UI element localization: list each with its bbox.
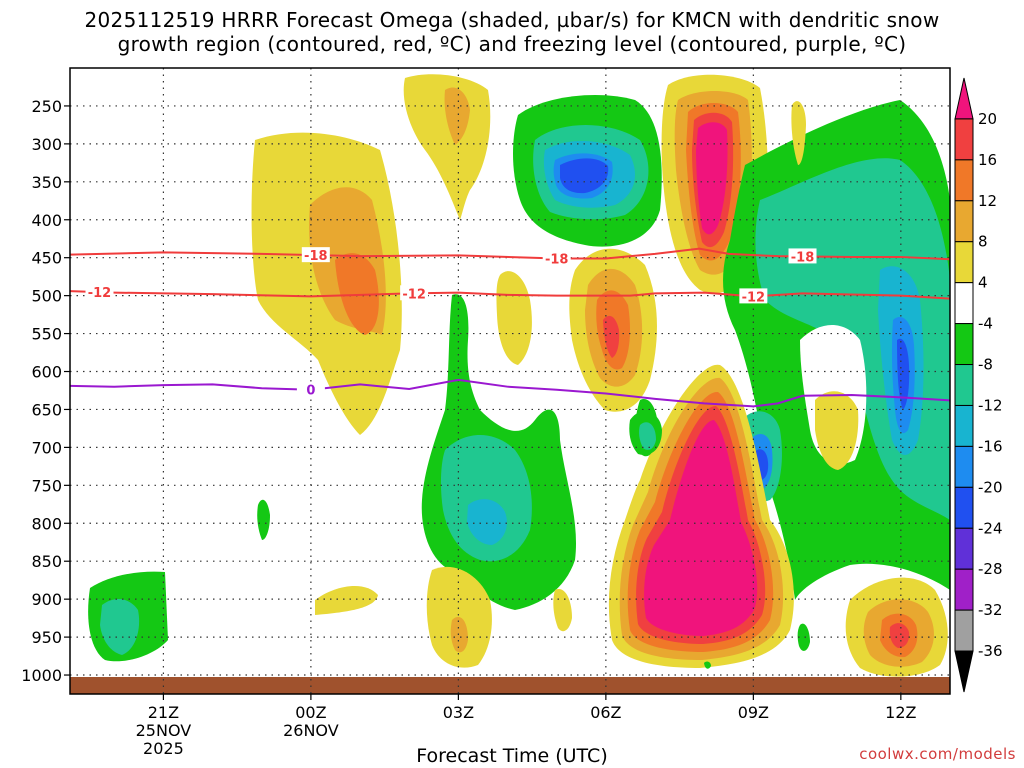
contour-label-bg [400, 285, 429, 301]
y-tick-label: 900 [31, 590, 62, 609]
colorbar-swatch [954, 527, 974, 570]
gridlines [70, 68, 950, 694]
x-tick-label: 12Z [885, 703, 916, 722]
colorbar-label: -24 [978, 519, 1003, 537]
colorbar-swatch [954, 282, 974, 325]
y-axis-ticks: 250 300 350 400 450 500 550 600 650 700 750 800 850 9… [21, 97, 70, 685]
contour-line [70, 247, 950, 261]
colorbar-swatch [954, 159, 974, 202]
colorbar-swatch [954, 486, 974, 529]
y-tick-label: 1000 [21, 666, 62, 685]
y-tick-label: 600 [31, 363, 62, 382]
colorbar-label: -16 [978, 437, 1003, 455]
x-tick-year: 2025 [143, 739, 184, 758]
y-tick-label: 950 [31, 628, 62, 647]
colorbar-label: -36 [978, 642, 1003, 660]
ground-surface [70, 677, 950, 694]
colorbar-label: 16 [978, 151, 997, 169]
y-tick-label: 650 [31, 400, 62, 419]
contour-line [70, 378, 950, 408]
plot-frame [69, 67, 951, 695]
contour-label-bg [85, 284, 114, 300]
colorbar-label: -4 [978, 315, 993, 333]
contour-label: -12 [88, 286, 112, 301]
colorbar-label: -12 [978, 396, 1003, 414]
colorbar-label: -32 [978, 601, 1003, 619]
colorbar-swatch [954, 568, 974, 611]
chart-title-line1: 2025112519 HRRR Forecast Omega (shaded, … [84, 8, 940, 32]
y-tick-label: 400 [31, 211, 62, 230]
colorbar-swatch [954, 364, 974, 406]
x-tick-label: 00Z [295, 703, 326, 722]
contour-label: 0 [306, 384, 315, 399]
y-tick-label: 700 [31, 438, 62, 457]
y-tick-label: 250 [31, 97, 62, 116]
contour-label: -18 [791, 250, 815, 265]
y-tick-label: 350 [31, 173, 62, 192]
colorbar-label: 20 [978, 110, 997, 128]
colorbar-label: -20 [978, 478, 1003, 496]
y-tick-label: 850 [31, 552, 62, 571]
colorbar-swatch [954, 445, 974, 488]
contour-label-bg [542, 250, 571, 266]
y-tick-label: 550 [31, 325, 62, 344]
y-tick-label: 500 [31, 287, 62, 306]
y-tick-label: 800 [31, 514, 62, 533]
colorbar-swatch [954, 609, 974, 652]
colorbar-label: 4 [978, 274, 988, 292]
colorbar-swatch [954, 118, 974, 161]
x-tick-date: 26NOV [283, 721, 339, 740]
x-tick-label: 09Z [738, 703, 769, 722]
x-tick-date: 25NOV [136, 721, 192, 740]
omega-shading [88, 74, 950, 677]
colorbar-label: -8 [978, 356, 993, 374]
colorbar-arrow-bottom [954, 650, 974, 693]
credit-text[interactable]: coolwx.com/models [859, 745, 1016, 763]
contour-label: -18 [545, 252, 569, 267]
y-tick-label: 450 [31, 249, 62, 268]
colorbar-label: -28 [978, 560, 1003, 578]
contour-label: -12 [742, 290, 766, 305]
contour-label-bg [739, 288, 768, 304]
contour-line [70, 290, 950, 300]
x-axis-label: Forecast Time (UTC) [416, 745, 608, 767]
y-tick-label: 300 [31, 135, 62, 154]
colorbar-label: 12 [978, 192, 997, 210]
y-tick-label: 750 [31, 476, 62, 495]
contour-label-bg [296, 381, 325, 397]
contour-label-bg [788, 248, 817, 264]
x-tick-label: 06Z [590, 703, 621, 722]
contour-label-bg [301, 247, 330, 263]
colorbar-label: 8 [978, 233, 988, 251]
x-tick-label: 03Z [443, 703, 474, 722]
colorbar-swatch [954, 241, 974, 284]
colorbar-swatch [954, 323, 974, 366]
colorbar-swatch [954, 404, 974, 447]
x-tick-label: 21Z [148, 703, 179, 722]
temperature-contours: -18 -18 -18 -12 -12 -12 0 [70, 247, 950, 408]
chart-title-line2: growth region (contoured, red, ºC) and f… [117, 32, 907, 56]
colorbar: 20 16 12 8 4 -4 -8 -12 -16 -20 -24 -28 -32 -36 [954, 77, 1003, 693]
colorbar-arrow-top [954, 77, 974, 120]
contour-label: -12 [402, 287, 426, 302]
contour-label: -18 [304, 249, 328, 264]
colorbar-swatch [954, 200, 974, 243]
